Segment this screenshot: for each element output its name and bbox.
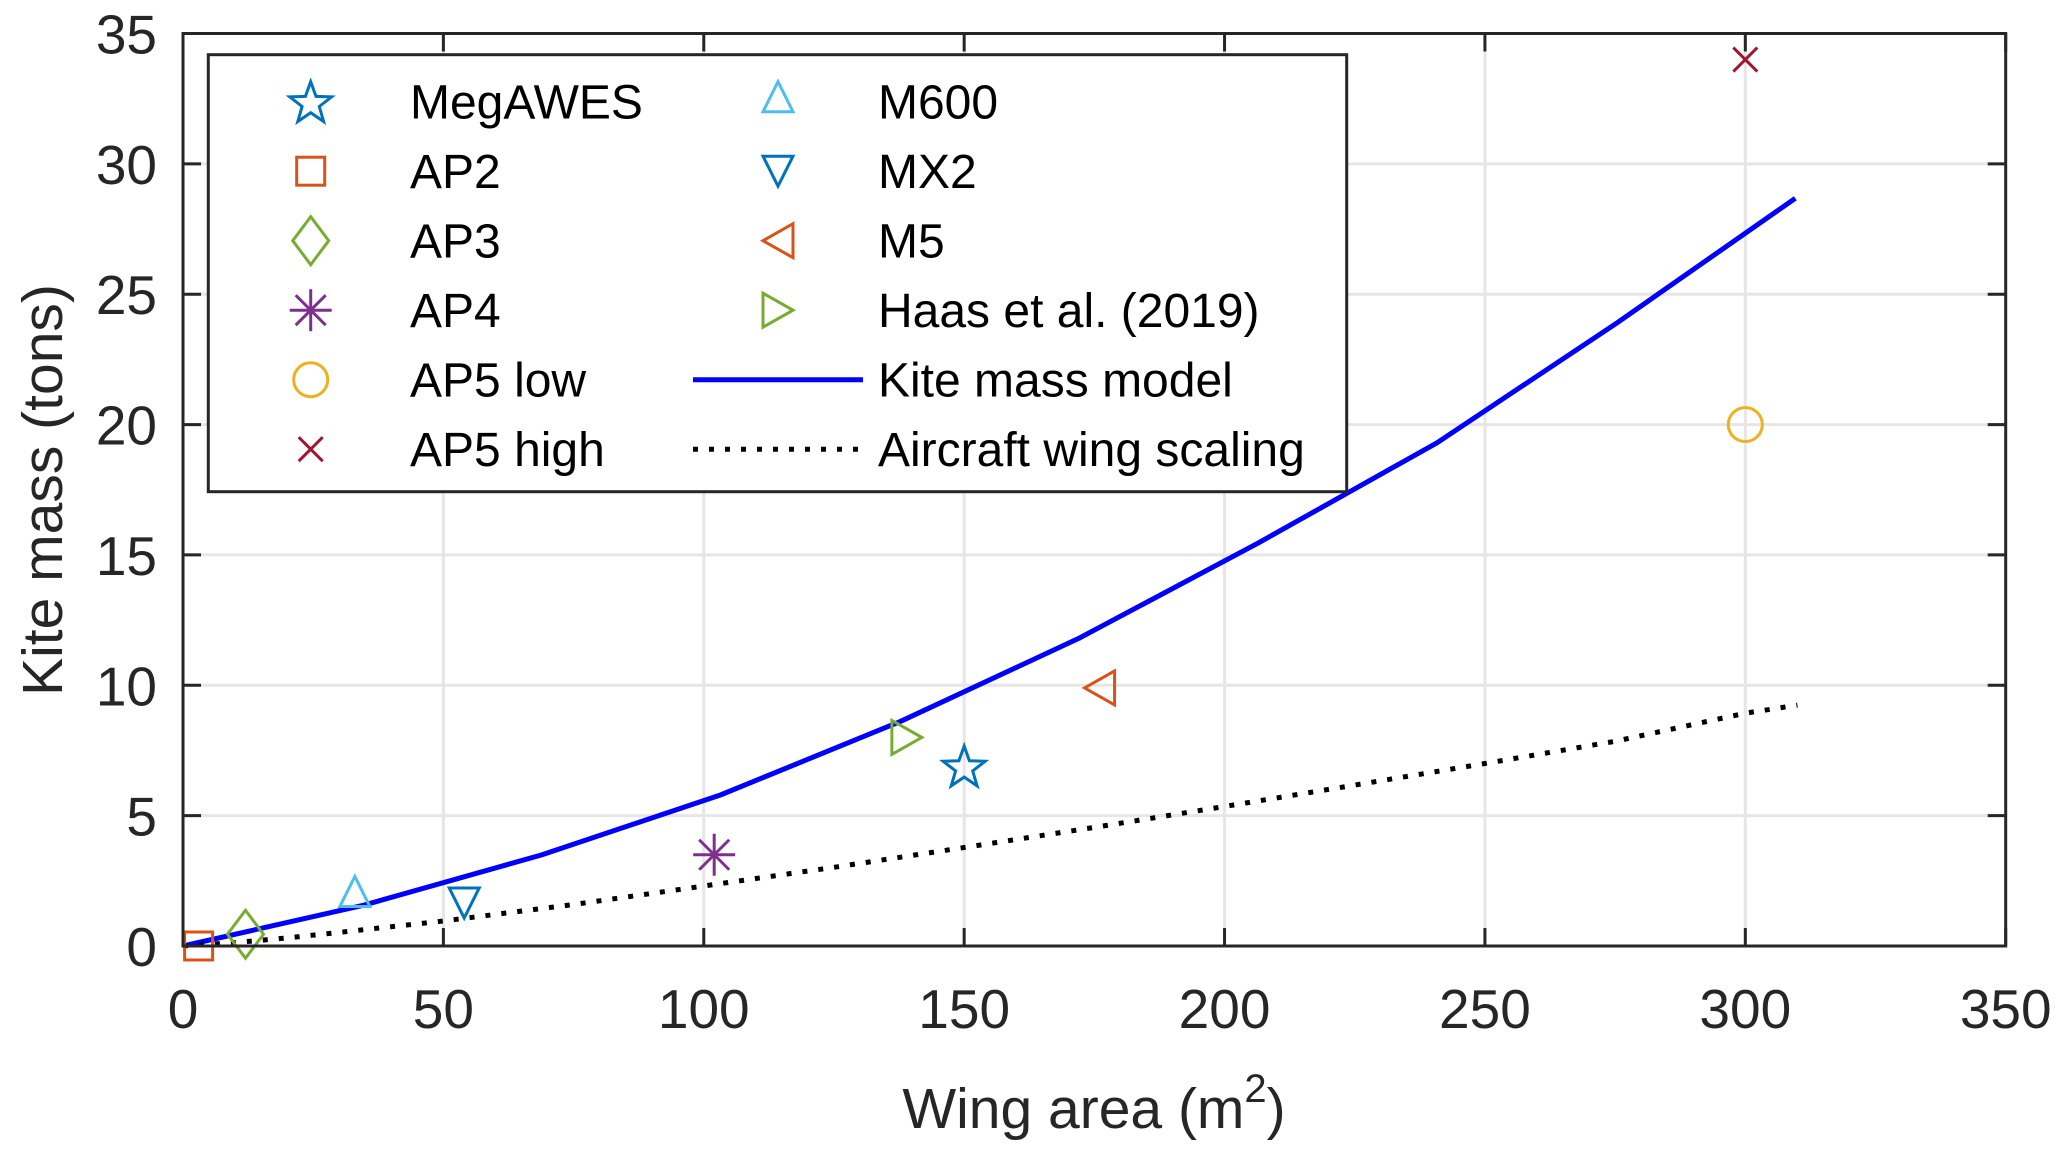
x-tick-labels: 0 50 100 150 200 250 300 350 xyxy=(168,978,2052,1040)
legend-marker-ap5-low xyxy=(292,361,330,399)
y-tick-label: 0 xyxy=(126,916,157,978)
y-tick-label: 35 xyxy=(96,4,157,66)
legend-entry-ap4: AP4 xyxy=(289,285,501,338)
y-tick-labels: 0 5 10 15 20 25 30 35 xyxy=(96,4,157,979)
legend-marker-m600 xyxy=(760,78,796,114)
legend-entry-aircraft-wing-scaling: Aircraft wing scaling xyxy=(693,424,1305,477)
legend-label: Kite mass model xyxy=(878,355,1233,408)
x-axis-title-superscript: 2 xyxy=(1244,1067,1266,1111)
legend-marker-m5 xyxy=(759,221,795,261)
legend-label: Haas et al. (2019) xyxy=(878,285,1260,338)
points-layer xyxy=(183,46,1764,962)
x-axis-title-text: Wing area (m xyxy=(902,1077,1244,1141)
x-axis-title: Wing area (m2) xyxy=(902,1067,1285,1141)
data-point-m600 xyxy=(337,873,373,908)
y-tick-label: 30 xyxy=(96,134,157,196)
legend-label: AP2 xyxy=(410,146,501,199)
legend-marker-ap2 xyxy=(295,155,327,187)
y-tick-label: 25 xyxy=(96,264,157,326)
y-tick-label: 10 xyxy=(96,655,157,717)
y-tick-label: 15 xyxy=(96,525,157,587)
legend-entry-kite-mass-model: Kite mass model xyxy=(693,355,1233,408)
data-point-mx2 xyxy=(446,886,482,922)
x-tick-label: 0 xyxy=(168,978,199,1040)
y-tick-label: 5 xyxy=(126,786,157,848)
y-tick-label: 20 xyxy=(96,395,157,457)
legend-entry-ap5-low: AP5 low xyxy=(292,355,586,408)
legend-marker-megawes xyxy=(285,77,336,126)
legend: MegAWES AP2 AP3 AP4 AP5 low AP5 high M600 MX2 M5… xyxy=(206,53,1349,494)
data-point-ap4 xyxy=(693,833,736,876)
legend-marker-ap4 xyxy=(289,289,332,332)
legend-label: M600 xyxy=(878,77,998,130)
axes xyxy=(181,32,2008,948)
legend-entry-ap2: AP2 xyxy=(295,146,501,199)
legend-entry-megawes: MegAWES xyxy=(285,77,643,130)
legend-marker-haas-et-al-2019 xyxy=(761,290,797,330)
y-axis-title: Kite mass (tons) xyxy=(11,284,75,696)
legend-label: AP5 low xyxy=(410,355,586,408)
legend-entry-mx2: MX2 xyxy=(760,146,977,199)
data-point-m5 xyxy=(1081,668,1117,708)
x-tick-label: 50 xyxy=(413,978,474,1040)
data-point-ap3 xyxy=(225,907,266,961)
legend-label: Aircraft wing scaling xyxy=(878,424,1305,477)
x-tick-label: 250 xyxy=(1439,978,1531,1040)
data-point-haas-et-al-2019- xyxy=(890,717,925,758)
legend-label: AP3 xyxy=(410,216,501,269)
legend-marker-ap5-high xyxy=(297,436,324,463)
series-line-kite-mass-model xyxy=(182,196,1797,949)
legend-marker-ap3 xyxy=(290,214,331,268)
legend-entry-haas-et-al-2019: Haas et al. (2019) xyxy=(761,285,1260,338)
data-point-megawes xyxy=(938,741,990,790)
legend-label: AP5 high xyxy=(410,424,605,477)
legend-box xyxy=(206,53,1349,494)
legend-marker-mx2 xyxy=(760,154,796,190)
x-tick-label: 350 xyxy=(1960,978,2052,1040)
legend-label: MegAWES xyxy=(410,77,643,130)
legend-entry-m600: M600 xyxy=(760,77,998,130)
legend-label: M5 xyxy=(878,216,945,269)
x-tick-label: 200 xyxy=(1179,978,1271,1040)
series-layer xyxy=(182,196,1798,949)
x-tick-label: 300 xyxy=(1699,978,1791,1040)
x-axis-title-close: ) xyxy=(1267,1077,1286,1141)
data-point-ap5-high xyxy=(1732,46,1759,73)
series-line-aircraft-wing-scaling xyxy=(182,702,1798,949)
legend-entry-ap3: AP3 xyxy=(290,214,501,269)
legend-label: MX2 xyxy=(878,146,977,199)
axes-box xyxy=(181,32,2008,948)
x-tick-label: 150 xyxy=(918,978,1010,1040)
legend-entry-ap5-high: AP5 high xyxy=(297,424,605,477)
legend-label: AP4 xyxy=(410,285,501,338)
legend-entry-m5: M5 xyxy=(759,216,945,269)
x-tick-label: 100 xyxy=(658,978,750,1040)
data-point-ap5-low xyxy=(1726,406,1764,444)
